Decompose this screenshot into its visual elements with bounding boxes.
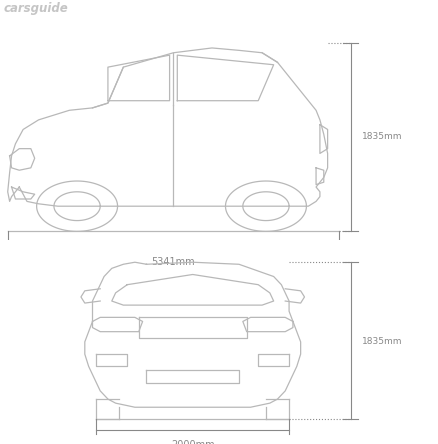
Text: 5341mm: 5341mm xyxy=(152,257,195,266)
Text: carsguide: carsguide xyxy=(4,2,69,16)
Text: 1835mm: 1835mm xyxy=(362,132,403,141)
Text: 2000mm: 2000mm xyxy=(171,440,215,444)
Text: 1835mm: 1835mm xyxy=(362,337,403,346)
